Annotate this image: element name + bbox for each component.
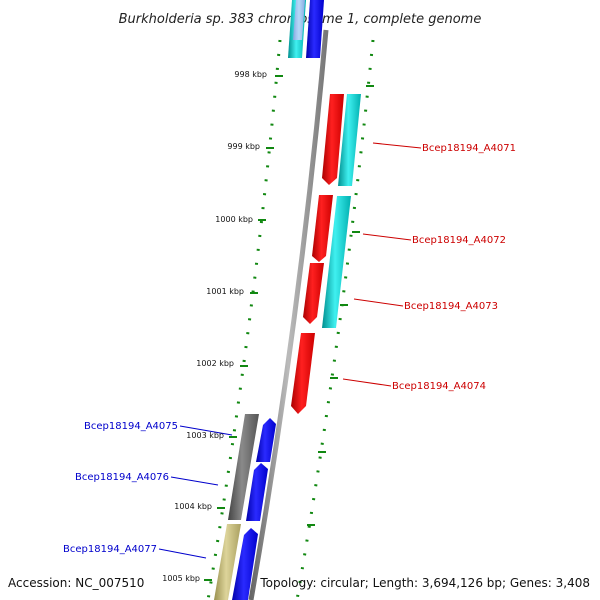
tick-label: 1001 kbp (206, 287, 244, 296)
gene-bcep18194-a4077 (232, 528, 258, 600)
label-connectors (158, 142, 422, 559)
gene-label-a4073[interactable]: Bcep18194_A4073 (404, 301, 498, 312)
tick-label: 1000 kbp (215, 215, 253, 224)
accession-text: Accession: NC_007510 (8, 576, 144, 590)
tick-label: 1002 kbp (196, 359, 234, 368)
tick-label: 999 kbp (227, 142, 260, 151)
tick-label: 998 kbp (234, 70, 267, 79)
tick-marks (204, 75, 374, 581)
gene-bcep18194-a4074 (291, 333, 315, 414)
outer-dotted-ring (295, 39, 375, 600)
tick-label: 1003 kbp (186, 431, 224, 440)
gene-label-a4077[interactable]: Bcep18194_A4077 (63, 544, 157, 555)
gene-label-a4072[interactable]: Bcep18194_A4072 (412, 235, 506, 246)
tick-label: 1005 kbp (162, 574, 200, 583)
inner-dotted-ring (206, 39, 282, 600)
connector-a4077 (158, 548, 207, 559)
topology-text: Topology: circular; Length: 3,694,126 bp… (259, 576, 590, 590)
gene-label-a4075[interactable]: Bcep18194_A4075 (84, 421, 178, 432)
connector-a4072 (362, 233, 412, 241)
connector-a4073 (353, 298, 404, 307)
feature-gray (228, 414, 259, 520)
connector-a4075 (179, 425, 233, 436)
tick-label: 1004 kbp (174, 502, 212, 511)
connector-a4076 (170, 476, 219, 486)
gene-partial-top (306, 0, 324, 58)
feature-olive (214, 524, 241, 600)
gene-label-a4071[interactable]: Bcep18194_A4071 (422, 143, 516, 154)
gene-bcep18194-a4073 (303, 263, 324, 324)
gene-bcep18194-a4076 (246, 463, 268, 521)
cds-bcep18194-a4071 (338, 94, 361, 186)
chromosome-backbone (248, 29, 329, 600)
gene-label-a4074[interactable]: Bcep18194_A4074 (392, 381, 486, 392)
tick-labels: 998 kbp 999 kbp 1000 kbp 1001 kbp 1002 k… (162, 70, 267, 583)
gene-label-a4076[interactable]: Bcep18194_A4076 (75, 472, 169, 483)
gene-labels: Bcep18194_A4071 Bcep18194_A4072 Bcep1819… (63, 143, 516, 555)
gene-bcep18194-a4071 (322, 94, 344, 185)
cds-bcep18194-a4072-a4073 (322, 196, 351, 328)
connector-a4071 (372, 142, 422, 149)
connector-a4074 (342, 378, 392, 387)
feature-partial-top (293, 0, 305, 40)
gene-bcep18194-a4075 (256, 418, 276, 462)
gene-bcep18194-a4072 (312, 195, 333, 262)
